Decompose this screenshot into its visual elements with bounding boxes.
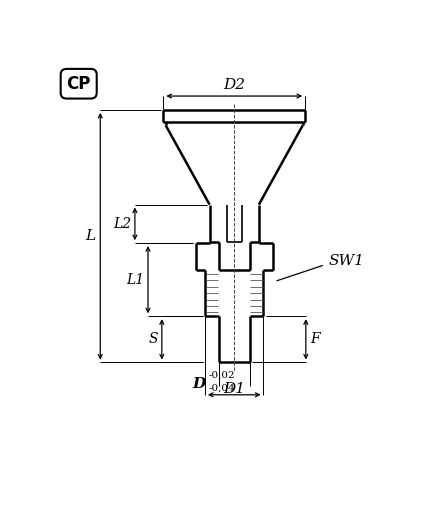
Text: -0,02: -0,02 <box>208 370 235 379</box>
Text: L1: L1 <box>126 272 144 286</box>
Text: L2: L2 <box>113 217 131 231</box>
Text: D2: D2 <box>223 78 245 92</box>
Text: F: F <box>310 333 320 347</box>
Text: S: S <box>149 333 158 347</box>
Text: D1: D1 <box>223 382 245 396</box>
Text: -0,04: -0,04 <box>208 384 235 393</box>
Text: D: D <box>192 377 205 391</box>
Text: CP: CP <box>67 75 91 93</box>
Text: L: L <box>85 229 95 243</box>
Text: SW1: SW1 <box>329 254 365 268</box>
